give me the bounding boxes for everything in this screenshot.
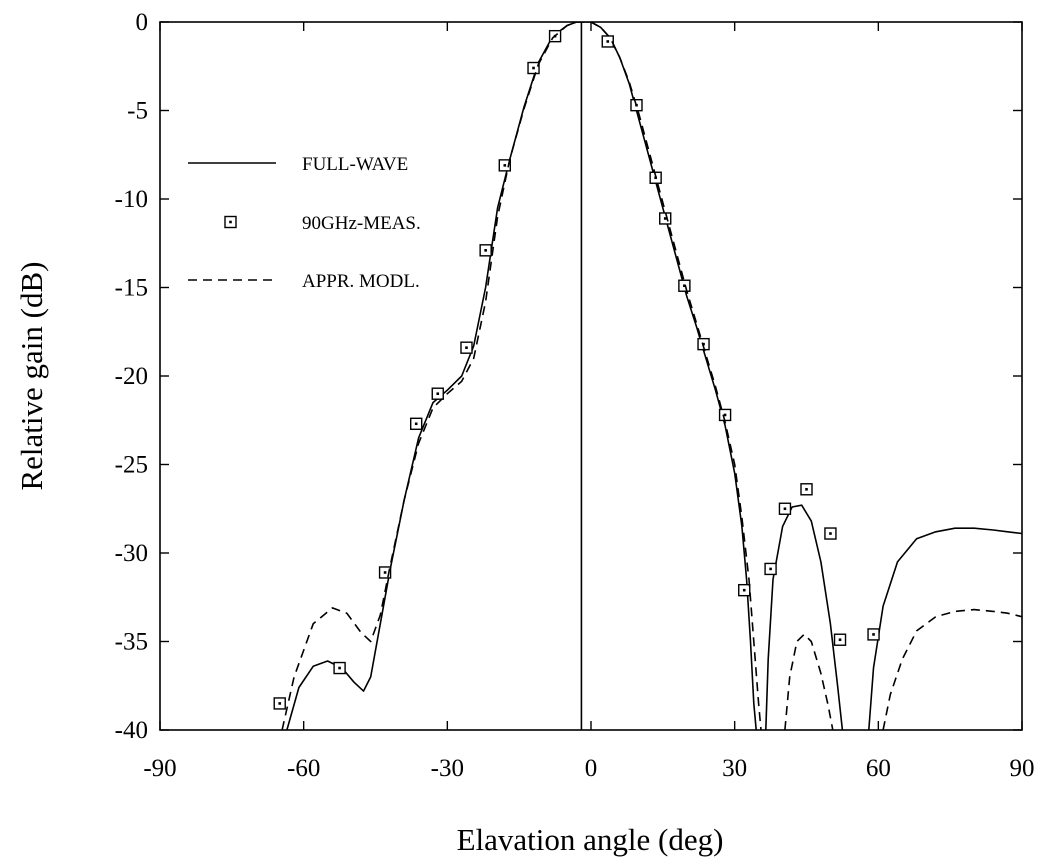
series-90ghz-meas-point-3 xyxy=(410,417,423,430)
y-tick-label-7: -35 xyxy=(115,629,148,656)
series-90ghz-meas-point-1 xyxy=(333,661,346,675)
series-full-wave-segment-0 xyxy=(286,22,757,730)
series-90ghz-meas-point-6 xyxy=(479,244,492,257)
x-tick-label-3: 0 xyxy=(585,755,598,782)
series-90ghz-meas-point-14 xyxy=(678,279,691,292)
tick-labels: -90 -60 -30 0 30 60 90 0 -5 -10 -15 -20 -25 -30 -35 -40 xyxy=(115,9,1035,782)
x-tick-label-0: -90 xyxy=(143,755,176,782)
x-tick-label-6: 90 xyxy=(1010,755,1035,782)
y-tick-label-6: -30 xyxy=(115,540,148,567)
y-tick-label-4: -20 xyxy=(115,363,148,390)
x-tick-label-2: -30 xyxy=(431,755,464,782)
legend-label-full-wave: FULL-WAVE xyxy=(302,154,408,175)
series-90ghz-meas-point-7 xyxy=(498,159,511,172)
series-90ghz-meas-point-22 xyxy=(833,633,847,646)
y-tick-label-3: -15 xyxy=(115,275,148,302)
x-tick-label-1: -60 xyxy=(287,755,320,782)
x-tick-label-4: 30 xyxy=(722,755,747,782)
legend: FULL-WAVE 90GHz-MEAS. APPR. MODL. xyxy=(188,154,421,292)
series-90ghz-meas-point-17 xyxy=(738,583,751,597)
legend-item-appr-modl: APPR. MODL. xyxy=(188,271,420,292)
series-90ghz-meas-point-23 xyxy=(867,628,880,641)
series-90ghz-meas-point-21 xyxy=(824,527,837,540)
series-90ghz-meas-point-16 xyxy=(718,408,732,422)
y-tick-label-0: 0 xyxy=(136,9,149,36)
series-appr-modl-segment-2 xyxy=(882,608,1022,730)
y-tick-label-2: -10 xyxy=(115,186,148,213)
axis-ticks xyxy=(159,21,1023,731)
series-full-wave-segment-1 xyxy=(765,504,844,730)
x-axis-title: Elavation angle (deg) xyxy=(457,822,724,857)
series-appr-modl-segment-1 xyxy=(784,633,834,730)
series-full-wave-segment-2 xyxy=(868,527,1022,730)
legend-label-90ghz-meas: 90GHz-MEAS. xyxy=(302,213,421,234)
plot-marks xyxy=(273,22,1022,730)
plot-frame xyxy=(159,21,1023,731)
series-90ghz-meas-point-20 xyxy=(800,483,813,496)
series-90ghz-meas-point-4 xyxy=(431,387,444,400)
y-tick-label-8: -40 xyxy=(115,717,148,744)
x-tick-label-5: 60 xyxy=(866,755,891,782)
series-90ghz-meas-point-18 xyxy=(764,562,777,576)
series-90ghz-meas-point-13 xyxy=(659,212,672,225)
series-90ghz-meas-point-0 xyxy=(273,697,286,710)
legend-label-appr-modl: APPR. MODL. xyxy=(302,271,420,292)
y-axis-title: Relative gain (dB) xyxy=(14,262,49,491)
legend-item-90ghz-meas: 90GHz-MEAS. xyxy=(224,213,421,234)
series-90ghz-meas-point-2 xyxy=(378,566,392,579)
series-appr-modl-segment-0 xyxy=(281,22,762,730)
legend-symbol-90ghz-meas xyxy=(224,215,237,229)
y-tick-label-5: -25 xyxy=(115,452,148,479)
series-90ghz-meas-point-5 xyxy=(460,341,473,354)
series-90ghz-meas-point-19 xyxy=(778,502,792,515)
y-tick-label-1: -5 xyxy=(127,98,148,125)
legend-item-full-wave: FULL-WAVE xyxy=(188,154,408,175)
series-90ghz-meas-point-8 xyxy=(527,61,540,75)
